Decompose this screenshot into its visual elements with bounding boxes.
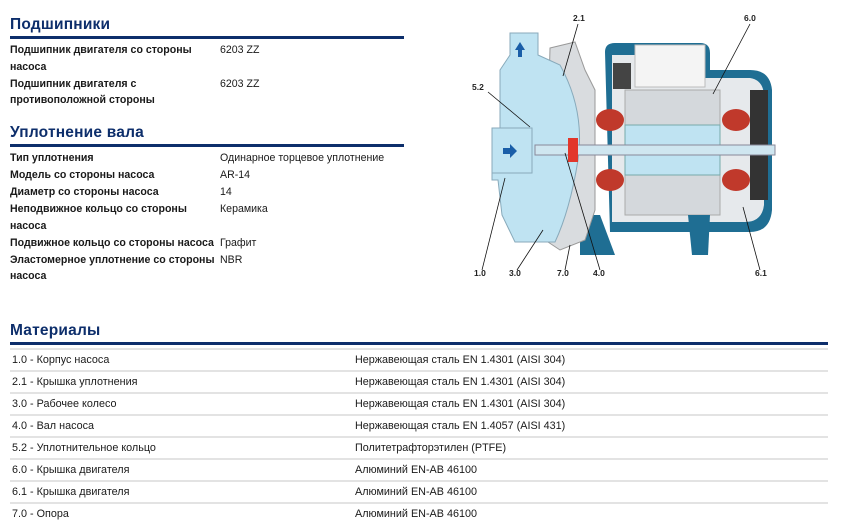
spec-value: Одинарное торцевое уплотнение xyxy=(220,152,385,164)
callout-lines xyxy=(481,23,761,271)
table-row: 7.0 - Опора Алюминий EN-AB 46100 xyxy=(10,504,828,524)
part-cell: 4.0 - Вал насоса xyxy=(12,420,95,432)
material-cell: Нержавеющая сталь EN 1.4301 (AISI 304) xyxy=(355,354,566,366)
part-cell: 5.2 - Уплотнительное кольцо xyxy=(12,442,156,454)
bearings-table: Подшипник двигателя со стороны насоса 620… xyxy=(10,42,410,109)
spec-label: Тип уплотнения xyxy=(10,152,94,164)
spec-row: Тип уплотнения Одинарное торцевое уплотне… xyxy=(10,150,410,167)
winding-icon xyxy=(596,169,624,191)
motor-foot xyxy=(688,215,710,255)
table-row: 4.0 - Вал насоса Нержавеющая сталь EN 1.4… xyxy=(10,416,828,438)
shaft-seal-title: Уплотнение вала xyxy=(10,124,144,141)
material-cell: Политетрафторэтилен (PTFE) xyxy=(355,442,507,454)
material-cell: Алюминий EN-AB 46100 xyxy=(355,508,477,520)
callout-2-1: 2.1 xyxy=(573,13,585,23)
materials-rule xyxy=(10,342,828,345)
pump-cutaway-diagram: 2.1 6.0 5.2 1.0 3.0 7.0 4.0 6.1 xyxy=(472,13,776,278)
spec-row: Диаметр со стороны насоса 14 xyxy=(10,184,410,201)
spec-row: Модель со стороны насоса AR-14 xyxy=(10,167,410,184)
shaft-seal-table: Тип уплотнения Одинарное торцевое уплотне… xyxy=(10,150,410,285)
spec-label: Подшипник двигателя со стороны насоса xyxy=(10,44,192,73)
stator-top xyxy=(624,89,721,131)
callout-6-1: 6.1 xyxy=(755,268,767,278)
spec-row: Подшипник двигателя с противоположной ст… xyxy=(10,76,410,109)
table-row: 6.1 - Крышка двигателя Алюминий EN-AB 461… xyxy=(10,482,828,504)
spec-value: NBR xyxy=(220,253,243,266)
spec-value: 6203 ZZ xyxy=(220,77,260,90)
spec-row: Эластомерное уплотнение со стороны насос… xyxy=(10,252,410,285)
spec-value: Керамика xyxy=(220,203,268,215)
part-cell: 1.0 - Корпус насоса xyxy=(12,354,110,366)
spec-row: Неподвижное кольцо со стороны насоса Кера… xyxy=(10,201,410,234)
spec-label: Неподвижное кольцо со стороны насоса xyxy=(10,203,187,232)
bearings-rule xyxy=(10,36,404,39)
part-cell: 2.1 - Крышка уплотнения xyxy=(12,376,138,388)
shaft xyxy=(534,144,776,156)
part-cell: 6.1 - Крышка двигателя xyxy=(12,486,130,498)
table-row: 2.1 - Крышка уплотнения Нержавеющая сталь… xyxy=(10,372,828,394)
spec-value: 14 xyxy=(220,186,232,198)
part-cell: 6.0 - Крышка двигателя xyxy=(12,464,130,476)
spec-label: Эластомерное уплотнение со стороны насос… xyxy=(10,253,215,283)
part-cell: 7.0 - Опора xyxy=(12,508,69,520)
winding-icon xyxy=(722,169,750,191)
stator-bottom xyxy=(624,174,721,216)
callout-7-0: 7.0 xyxy=(557,268,569,278)
spec-label: Подшипник двигателя с противоположной ст… xyxy=(10,77,155,107)
materials-title: Материалы xyxy=(10,322,101,339)
materials-table: 1.0 - Корпус насоса Нержавеющая сталь EN … xyxy=(10,348,828,524)
capacitor xyxy=(613,63,631,89)
callout-5-2: 5.2 xyxy=(472,82,484,92)
winding-icon xyxy=(596,109,624,131)
spec-label: Модель со стороны насоса xyxy=(10,169,155,181)
material-cell: Нержавеющая сталь EN 1.4057 (AISI 431) xyxy=(355,420,566,432)
bearings-title: Подшипники xyxy=(10,16,111,33)
table-row: 1.0 - Корпус насоса Нержавеющая сталь EN … xyxy=(10,350,828,372)
inlet-arrow-icon xyxy=(503,144,517,158)
material-cell: Алюминий EN-AB 46100 xyxy=(355,486,477,498)
winding-icon xyxy=(722,109,750,131)
material-cell: Нержавеющая сталь EN 1.4301 (AISI 304) xyxy=(355,376,566,388)
table-row: 5.2 - Уплотнительное кольцо Политетрафтор… xyxy=(10,438,828,460)
pump-body xyxy=(491,32,580,243)
mechanical-seal xyxy=(568,138,578,162)
outlet-arrow-icon xyxy=(515,42,525,57)
table-row: 3.0 - Рабочее колесо Нержавеющая сталь EN… xyxy=(10,394,828,416)
terminal-box xyxy=(634,44,706,88)
part-cell: 3.0 - Рабочее колесо xyxy=(12,398,117,410)
material-cell: Алюминий EN-AB 46100 xyxy=(355,464,477,476)
spec-label: Подвижное кольцо со стороны насоса xyxy=(10,236,214,249)
shaft-seal-rule xyxy=(10,144,404,147)
table-row: 6.0 - Крышка двигателя Алюминий EN-AB 461… xyxy=(10,460,828,482)
spec-value: AR-14 xyxy=(220,169,251,181)
spec-label: Диаметр со стороны насоса xyxy=(10,186,159,198)
spec-value: Графит xyxy=(220,236,257,249)
callout-1-0: 1.0 xyxy=(474,268,486,278)
spec-value: 6203 ZZ xyxy=(220,44,260,56)
callout-4-0: 4.0 xyxy=(593,268,605,278)
spec-row: Подшипник двигателя со стороны насоса 620… xyxy=(10,42,410,75)
spec-row: Подвижное кольцо со стороны насоса Графит xyxy=(10,235,410,252)
callout-6-0: 6.0 xyxy=(744,13,756,23)
callout-3-0: 3.0 xyxy=(509,268,521,278)
material-cell: Нержавеющая сталь EN 1.4301 (AISI 304) xyxy=(355,398,566,410)
